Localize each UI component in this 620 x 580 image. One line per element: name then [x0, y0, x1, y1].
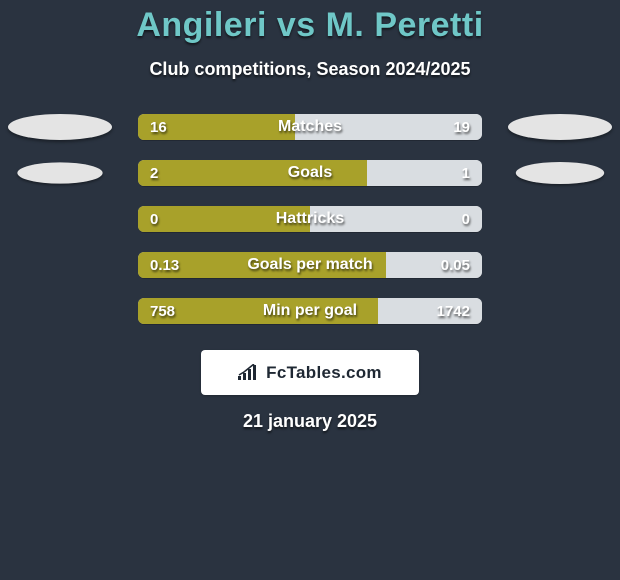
stat-bar: Goals per match — [138, 252, 482, 278]
stat-value-right: 1742 — [437, 298, 470, 324]
right-fill — [310, 206, 482, 232]
brand-box: FcTables.com — [201, 350, 419, 395]
stat-value-right: 0.05 — [441, 252, 470, 278]
stat-value-left: 0 — [150, 206, 158, 232]
stat-row: Goals per match0.13 0.05 — [0, 252, 620, 298]
stat-value-left: 16 — [150, 114, 167, 140]
player-avatar-right — [516, 162, 604, 184]
comparison-card: Angileri vs M. Peretti Club competitions… — [0, 0, 620, 432]
stat-value-right: 1 — [462, 160, 470, 186]
stat-bar: Goals — [138, 160, 482, 186]
stat-bar: Hattricks — [138, 206, 482, 232]
player-avatar-left — [17, 162, 102, 183]
stat-bar: Min per goal — [138, 298, 482, 324]
stat-value-right: 19 — [453, 114, 470, 140]
date-text: 21 january 2025 — [0, 411, 620, 432]
stat-value-left: 0.13 — [150, 252, 179, 278]
stat-row: Min per goal758 1742 — [0, 298, 620, 344]
stat-bar: Matches — [138, 114, 482, 140]
brand-text: FcTables.com — [266, 363, 382, 383]
stat-value-left: 758 — [150, 298, 175, 324]
stats-rows: Matches16 19 Goals2 1 Hattricks0 0 Goals per m… — [0, 114, 620, 344]
stat-row: Matches16 19 — [0, 114, 620, 160]
stat-row: Goals2 1 — [0, 160, 620, 206]
player-avatar-right — [508, 114, 612, 140]
left-fill — [138, 160, 367, 186]
stat-value-right: 0 — [462, 206, 470, 232]
left-fill — [138, 206, 310, 232]
subtitle: Club competitions, Season 2024/2025 — [0, 59, 620, 80]
stat-value-left: 2 — [150, 160, 158, 186]
page-title: Angileri vs M. Peretti — [0, 6, 620, 45]
stat-row: Hattricks0 0 — [0, 206, 620, 252]
bar-chart-icon — [238, 364, 260, 382]
player-avatar-left — [8, 114, 112, 140]
